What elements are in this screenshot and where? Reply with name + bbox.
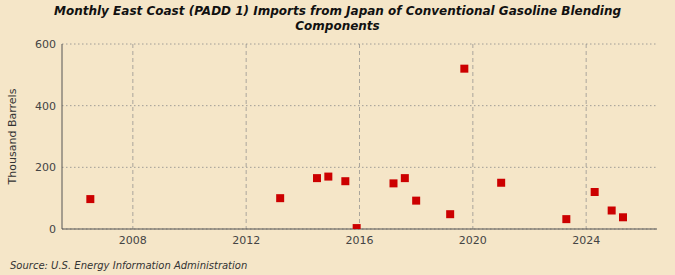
x-tick-label: 2008 bbox=[119, 234, 147, 247]
point bbox=[497, 179, 505, 187]
title-line: Monthly East Coast (PADD 1) Imports from… bbox=[54, 4, 621, 18]
point bbox=[412, 197, 420, 205]
y-tick-label: 0 bbox=[49, 223, 56, 236]
y-tick-label: 400 bbox=[35, 100, 56, 113]
point bbox=[460, 65, 468, 73]
x-grid-line bbox=[359, 44, 360, 229]
point bbox=[591, 188, 599, 196]
x-grid-line bbox=[246, 44, 247, 229]
point bbox=[390, 179, 398, 187]
y-tick-label: 200 bbox=[35, 161, 56, 174]
point bbox=[276, 194, 284, 202]
points bbox=[86, 65, 627, 229]
point bbox=[619, 213, 627, 221]
y-grid-line bbox=[62, 105, 657, 106]
background bbox=[0, 0, 675, 275]
point bbox=[608, 207, 616, 215]
x-grid-line bbox=[472, 44, 473, 229]
x-tick-label: 2012 bbox=[232, 234, 260, 247]
x-grid-line bbox=[586, 44, 587, 229]
y-axis-line bbox=[62, 44, 63, 229]
point bbox=[446, 210, 454, 218]
chart-svg: 2008 2012 2016 2020 2024 0 200 400 600 Thousand B… bbox=[0, 0, 675, 275]
title-line: Components bbox=[295, 19, 380, 33]
grid bbox=[62, 44, 657, 229]
chart-container: 2008 2012 2016 2020 2024 0 200 400 600 Thousand B… bbox=[0, 0, 675, 275]
page: {"chart_data": { "type": "scatter", "tit… bbox=[0, 0, 675, 275]
x-grid-line bbox=[132, 44, 133, 229]
point bbox=[401, 174, 409, 182]
x-tick-label: 2016 bbox=[346, 234, 374, 247]
point bbox=[86, 195, 94, 203]
point bbox=[324, 173, 332, 181]
y-axis-label: Thousand Barrels bbox=[6, 88, 19, 185]
title: Monthly East Coast (PADD 1) Imports from… bbox=[54, 4, 621, 33]
point bbox=[353, 224, 361, 229]
point bbox=[313, 174, 321, 182]
source-annotation: Source: U.S. Energy Information Administ… bbox=[10, 260, 247, 271]
x-tick-label: 2020 bbox=[459, 234, 487, 247]
y-tick-label: 600 bbox=[35, 38, 56, 51]
point bbox=[341, 177, 349, 185]
x-tick-label: 2024 bbox=[572, 234, 600, 247]
point bbox=[562, 215, 570, 223]
